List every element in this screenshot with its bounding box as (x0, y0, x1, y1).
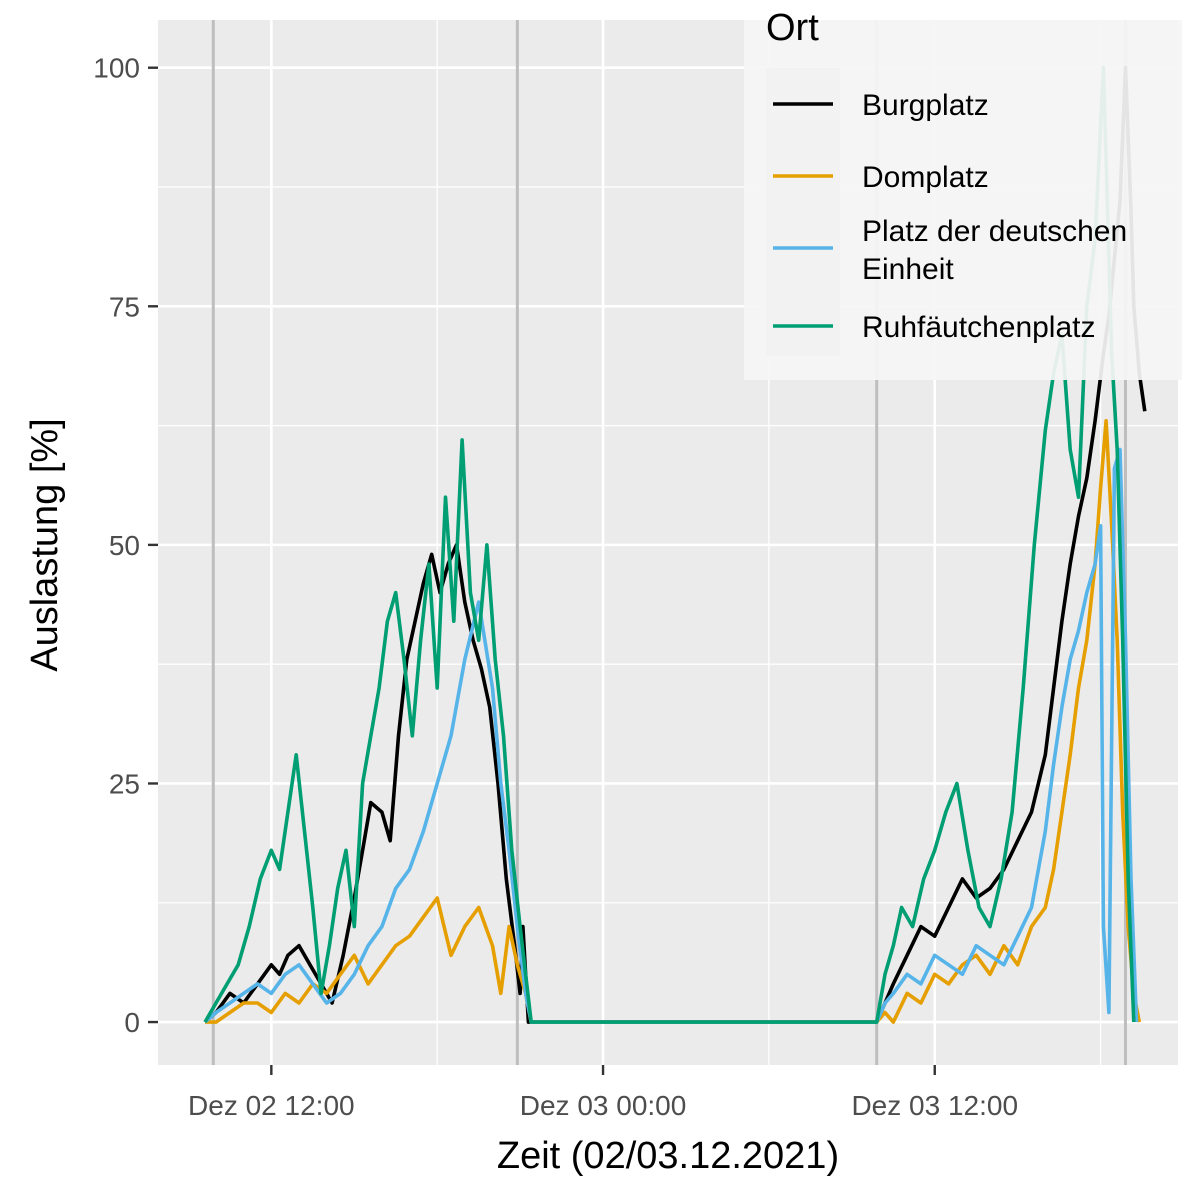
x-tick-label: Dez 03 00:00 (520, 1090, 687, 1121)
x-axis: Dez 02 12:00 Dez 03 00:00 Dez 03 12:00 (188, 1065, 1018, 1121)
legend-title: Ort (766, 7, 819, 49)
legend-label: Burgplatz (862, 89, 989, 122)
legend-label: Einheit (862, 253, 954, 286)
legend-label: Platz der deutschen (862, 215, 1127, 248)
legend-items: Burgplatz Domplatz Platz der deutschen Einh… (773, 89, 1127, 344)
y-tick-label: 75 (109, 291, 140, 322)
x-tick-label: Dez 02 12:00 (188, 1090, 355, 1121)
series-line (203, 65, 1147, 1024)
y-axis-title: Auslastung [%] (24, 418, 66, 671)
y-tick-label: 50 (109, 530, 140, 561)
legend-keys-background (766, 68, 840, 356)
legend-label: Ruhfäutchenplatz (862, 311, 1096, 344)
series-lines (203, 65, 1147, 1024)
y-tick-label: 25 (109, 768, 140, 799)
legend-label: Domplatz (862, 161, 989, 194)
y-tick-label: 100 (93, 53, 140, 84)
legend: Ort Burgplatz Domplatz Platz der deutschen… (744, 7, 1182, 380)
series-line (203, 65, 1136, 1024)
x-axis-title: Zeit (02/03.12.2021) (497, 1135, 839, 1177)
y-axis: 0 25 50 75 100 (93, 53, 158, 1038)
y-tick-label: 0 (124, 1007, 140, 1038)
x-tick-label: Dez 03 12:00 (851, 1090, 1018, 1121)
